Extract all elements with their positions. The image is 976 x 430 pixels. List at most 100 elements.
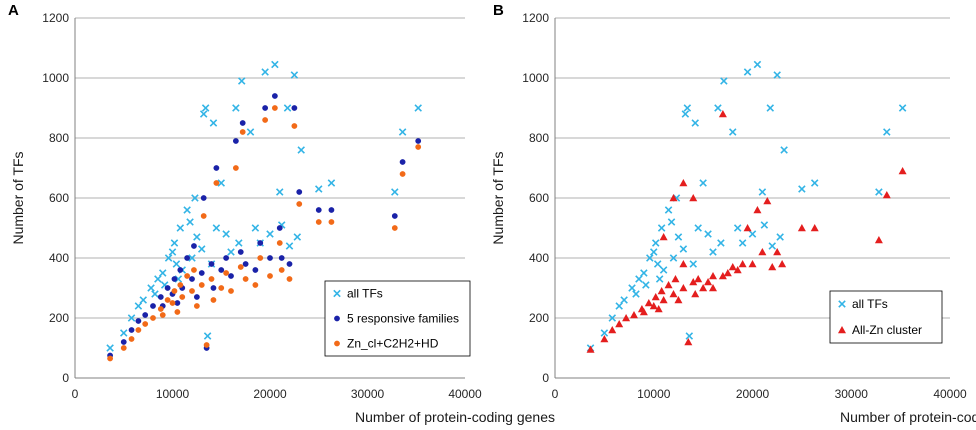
data-point [709,272,717,280]
data-point [883,128,891,136]
x-tick-label: 40000 [448,387,482,401]
data-point [743,224,752,232]
data-point [391,188,399,196]
y-tick-label: 1200 [42,11,69,25]
data-point [685,332,694,340]
data-point [297,146,305,154]
data-point [296,189,303,195]
data-point [223,270,230,276]
data-point [128,327,135,333]
data-point [237,77,246,85]
data-point [689,278,698,286]
data-point [639,308,648,316]
data-point [644,299,653,307]
data-point [327,179,336,187]
legend-label: all TFs [852,297,888,311]
legend-marker [333,289,341,298]
data-point [738,239,747,247]
data-point [271,105,278,111]
data-point [646,254,654,262]
data-point [252,282,259,288]
data-point [209,119,218,127]
data-point [758,188,767,196]
data-point [608,314,617,322]
data-point [106,344,114,352]
legend-label: Zn_cl+C2H2+HD [347,337,439,351]
data-point [174,300,181,306]
data-point [882,191,891,199]
data-point [191,194,199,202]
y-tick-label: 1000 [522,71,549,85]
data-point [773,248,782,256]
data-point [674,296,683,304]
y-tick-label: 0 [542,371,549,385]
data-point [748,230,757,238]
y-tick-label: 600 [529,191,549,205]
data-point [810,224,819,232]
data-point [159,312,166,318]
data-point [168,248,177,256]
panel-b: B 0 200 400 600 800 1000 1200 0 10000 20000 30000 40… [490,2,976,425]
data-point [664,281,673,289]
data-point [262,105,269,111]
data-point [142,321,149,327]
y-tick-label: 800 [49,131,69,145]
data-point [399,171,406,177]
data-point [242,261,249,267]
data-point [689,194,698,202]
data-point [232,104,240,112]
data-point [718,272,727,280]
data-point [651,293,660,301]
data-point [632,290,640,298]
data-point [261,68,269,76]
data-point [758,248,767,256]
data-point [630,311,638,319]
data-point [659,233,668,241]
data-point [210,297,217,303]
data-point [188,254,196,262]
data-point [276,240,283,246]
data-point [198,270,205,276]
legend-marker [334,340,340,347]
data-point [223,255,230,261]
data-point [120,345,127,351]
data-point [691,290,700,298]
data-point [654,305,663,313]
data-point [193,294,200,300]
y-tick-label: 1000 [42,71,69,85]
data-point [242,276,249,282]
data-point [669,254,678,262]
data-point [200,195,207,201]
data-point [217,179,226,187]
data-point [170,239,179,247]
data-point [640,269,648,277]
data-point [135,318,142,324]
y-tick-label: 200 [49,311,69,325]
data-point [415,144,422,150]
panel-letter: A [8,2,19,19]
data-point [262,117,269,123]
data-point [615,320,624,328]
data-point [157,306,164,312]
data-point [608,326,617,334]
legend-box [829,290,943,344]
data-point [315,207,322,213]
data-point [875,188,883,196]
data-point [290,71,299,79]
data-point [728,128,737,136]
data-point [232,138,239,144]
data-point [177,282,184,288]
data-point [147,284,155,292]
x-axis-title: Number of protein-coding genes [355,409,555,425]
data-point [620,296,628,304]
x-tick-label: 10000 [637,387,671,401]
data-point [653,260,662,268]
data-point [197,245,206,253]
data-point [189,276,195,282]
data-point [291,123,298,129]
data-point [684,338,693,346]
data-point [164,285,171,291]
data-point [176,224,185,232]
series-zn-cl-c2h2-hd [107,105,422,362]
